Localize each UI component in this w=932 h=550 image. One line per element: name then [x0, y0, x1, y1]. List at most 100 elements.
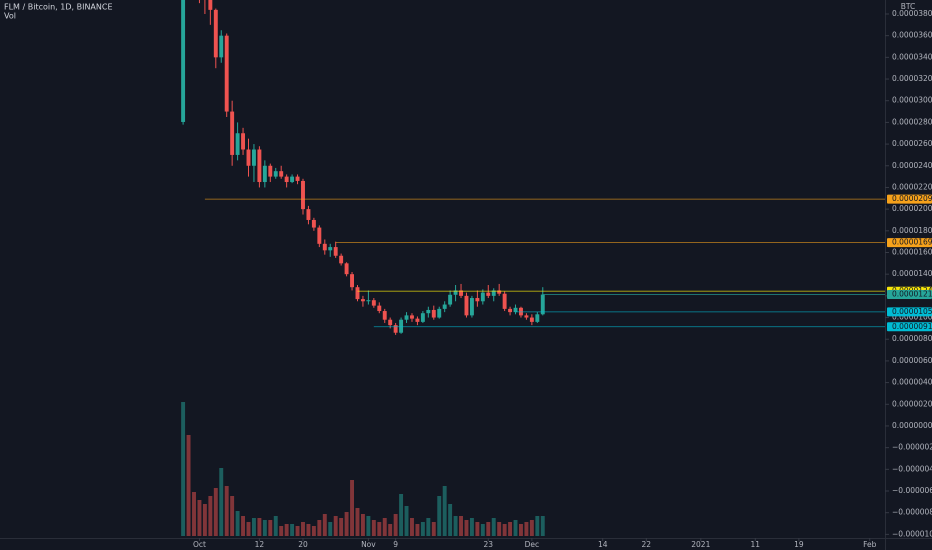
volume-bar: [529, 520, 534, 536]
volume-bar: [360, 514, 365, 536]
candle-body: [208, 0, 213, 10]
volume-bar: [399, 494, 404, 536]
candle-body: [502, 293, 507, 309]
volume-bar: [388, 524, 393, 536]
y-axis-label: BTC: [901, 2, 916, 11]
candle-body: [388, 319, 393, 326]
volume-bar: [355, 508, 360, 536]
candle-body: [410, 315, 414, 319]
candle-body: [469, 298, 474, 316]
volume-bar: [366, 516, 371, 536]
candle-body: [540, 294, 545, 315]
candle-body: [350, 274, 354, 288]
volume-bar: [344, 512, 349, 536]
x-tick-label: Feb: [863, 540, 877, 549]
candle-body: [524, 315, 529, 318]
candle-body: [268, 165, 273, 177]
volume-label: Vol: [4, 12, 16, 21]
volume-bar: [437, 496, 442, 536]
candle-body: [529, 317, 534, 322]
volume-bar: [431, 522, 436, 536]
x-tick-label: 19: [794, 540, 804, 549]
volume-bar: [202, 504, 207, 536]
candle-body: [382, 311, 387, 320]
candle-body: [453, 290, 458, 295]
volume-bar: [502, 524, 507, 536]
volume-bar: [464, 520, 469, 536]
volume-bar: [192, 492, 196, 536]
candle-body: [420, 313, 425, 322]
candle-body: [181, 0, 186, 122]
volume-bar: [382, 518, 387, 536]
candle-body: [317, 227, 322, 244]
volume-bar: [301, 522, 305, 536]
price-label: 0.00002092: [892, 194, 932, 203]
volume-bar: [475, 522, 480, 536]
volume-bar: [224, 486, 229, 536]
candle-body: [301, 180, 305, 210]
volume-bar: [333, 516, 338, 536]
volume-bar: [317, 520, 322, 536]
volume-bar: [208, 496, 213, 536]
volume-bar: [230, 496, 235, 536]
volume-bar: [322, 514, 327, 536]
candle-body: [437, 308, 442, 318]
volume-bar: [251, 518, 256, 536]
candle-body: [290, 176, 295, 183]
x-tick-label: Dec: [525, 540, 540, 549]
volume-bar: [535, 516, 540, 536]
volume-bar: [241, 516, 246, 536]
candle-body: [279, 171, 284, 177]
volume-bar: [371, 520, 376, 536]
candle-body: [497, 290, 502, 294]
volume-bar: [181, 402, 186, 536]
volume-bar: [469, 518, 474, 536]
x-tick-label: 2021: [691, 540, 710, 549]
volume-bar: [290, 524, 295, 536]
candle-body: [311, 219, 316, 228]
volume-bar: [284, 524, 289, 536]
candle-body: [360, 299, 365, 302]
candle-body: [328, 247, 333, 251]
volume-bar: [420, 522, 425, 536]
candle-body: [426, 309, 431, 314]
candle-body: [213, 9, 218, 58]
candle-body: [486, 292, 491, 296]
volume-bar: [262, 520, 267, 536]
candle-body: [251, 149, 256, 166]
candle-body: [224, 35, 229, 112]
x-tick-label: 12: [255, 540, 265, 549]
candle-body: [295, 176, 300, 181]
volume-bar: [524, 522, 529, 536]
volume-bar: [393, 514, 398, 536]
volume-bar: [540, 516, 545, 536]
price-label: 0.00001212: [892, 290, 932, 299]
volume-bar: [311, 526, 316, 536]
price-label: 0.00001052: [892, 307, 932, 316]
candle-body: [262, 165, 267, 183]
price-label: 0.00001691: [892, 238, 932, 247]
price-label-box: [887, 322, 932, 332]
candle-body: [508, 308, 513, 313]
candle-body: [219, 35, 224, 58]
candle-body: [322, 243, 327, 251]
volume-bar: [513, 520, 518, 536]
x-tick-label: 14: [598, 540, 608, 549]
candle-body: [230, 111, 235, 155]
y-tick-label: 0.00000000: [892, 421, 932, 430]
